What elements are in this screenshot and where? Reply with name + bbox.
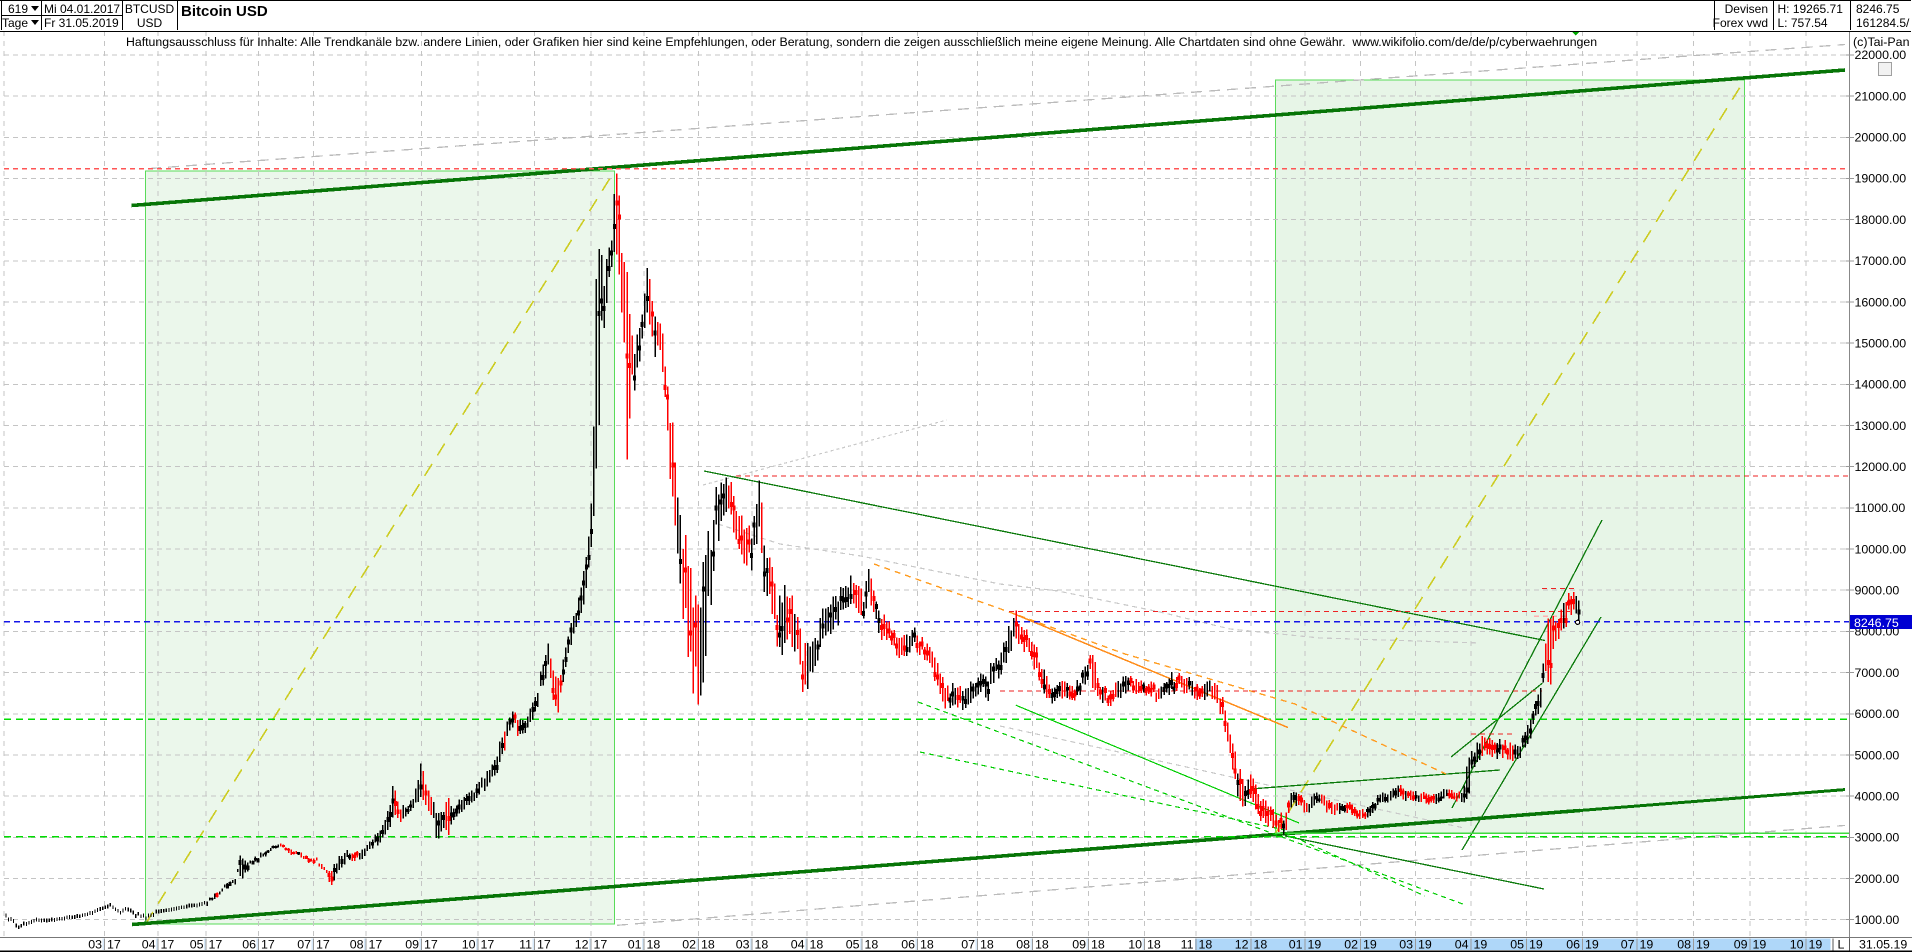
svg-text:03: 03 xyxy=(88,937,102,951)
svg-text:17: 17 xyxy=(594,937,608,951)
svg-text:03: 03 xyxy=(736,937,750,951)
svg-text:01: 01 xyxy=(628,937,642,951)
svg-text:12000.00: 12000.00 xyxy=(1855,460,1907,474)
svg-text:17: 17 xyxy=(369,937,383,951)
svg-text:17: 17 xyxy=(424,937,438,951)
svg-text:18000.00: 18000.00 xyxy=(1855,213,1907,227)
svg-text:17: 17 xyxy=(209,937,223,951)
svg-text:10000.00: 10000.00 xyxy=(1855,542,1907,556)
svg-text:06: 06 xyxy=(901,937,915,951)
svg-text:18: 18 xyxy=(701,937,715,951)
svg-text:Haftungsausschluss für Inhalte: Haftungsausschluss für Inhalte: Alle Tre… xyxy=(126,35,1597,49)
svg-text:18: 18 xyxy=(920,937,934,951)
svg-text:19: 19 xyxy=(1308,937,1322,951)
svg-text:03: 03 xyxy=(1399,937,1413,951)
svg-text:17: 17 xyxy=(481,937,495,951)
svg-text:18: 18 xyxy=(755,937,769,951)
svg-text:09: 09 xyxy=(1072,937,1086,951)
svg-text:12: 12 xyxy=(575,937,589,951)
svg-text:7000.00: 7000.00 xyxy=(1855,666,1900,680)
svg-text:19: 19 xyxy=(1474,937,1488,951)
svg-text:18: 18 xyxy=(980,937,994,951)
svg-text:(c)Tai-Pan: (c)Tai-Pan xyxy=(1853,35,1910,49)
svg-text:14000.00: 14000.00 xyxy=(1855,378,1907,392)
svg-text:09: 09 xyxy=(405,937,419,951)
svg-text:04: 04 xyxy=(1455,937,1469,951)
svg-text:10: 10 xyxy=(1128,937,1142,951)
svg-text:19: 19 xyxy=(1529,937,1543,951)
svg-text:19: 19 xyxy=(1696,937,1710,951)
svg-text:17: 17 xyxy=(107,937,121,951)
svg-text:17: 17 xyxy=(537,937,551,951)
svg-text:18: 18 xyxy=(647,937,661,951)
svg-text:08: 08 xyxy=(1677,937,1691,951)
svg-text:19: 19 xyxy=(1809,937,1823,951)
svg-text:08: 08 xyxy=(350,937,364,951)
svg-text:18: 18 xyxy=(1035,937,1049,951)
svg-text:21000.00: 21000.00 xyxy=(1855,89,1907,103)
svg-text:06: 06 xyxy=(1566,937,1580,951)
svg-text:19000.00: 19000.00 xyxy=(1855,172,1907,186)
svg-text:6000.00: 6000.00 xyxy=(1855,707,1900,721)
svg-text:18: 18 xyxy=(865,937,879,951)
svg-text:19: 19 xyxy=(1418,937,1432,951)
svg-text:15000.00: 15000.00 xyxy=(1855,337,1907,351)
svg-text:3000.00: 3000.00 xyxy=(1855,831,1900,845)
svg-text:05: 05 xyxy=(846,937,860,951)
svg-text:02: 02 xyxy=(682,937,696,951)
svg-text:11: 11 xyxy=(1181,937,1194,951)
svg-text:L: L xyxy=(1838,937,1845,951)
svg-text:13000.00: 13000.00 xyxy=(1855,419,1907,433)
svg-text:16000.00: 16000.00 xyxy=(1855,295,1907,309)
svg-text:22000.00: 22000.00 xyxy=(1855,48,1907,62)
svg-text:05: 05 xyxy=(1510,937,1524,951)
svg-text:18: 18 xyxy=(1091,937,1105,951)
svg-text:17000.00: 17000.00 xyxy=(1855,254,1907,268)
svg-text:18: 18 xyxy=(1254,937,1268,951)
svg-text:19: 19 xyxy=(1363,937,1377,951)
svg-text:06: 06 xyxy=(242,937,256,951)
svg-text:20000.00: 20000.00 xyxy=(1855,131,1907,145)
svg-text:07: 07 xyxy=(1621,937,1635,951)
svg-text:07: 07 xyxy=(961,937,975,951)
svg-text:17: 17 xyxy=(261,937,275,951)
svg-text:04: 04 xyxy=(142,937,156,951)
svg-text:02: 02 xyxy=(1344,937,1358,951)
svg-text:08: 08 xyxy=(1016,937,1030,951)
svg-text:17: 17 xyxy=(161,937,175,951)
svg-text:12: 12 xyxy=(1235,937,1249,951)
svg-text:8246.75: 8246.75 xyxy=(1854,616,1899,630)
svg-text:19: 19 xyxy=(1640,937,1654,951)
svg-text:31.05.19: 31.05.19 xyxy=(1859,937,1907,951)
svg-text:18: 18 xyxy=(810,937,824,951)
svg-text:11: 11 xyxy=(519,937,532,951)
svg-text:18: 18 xyxy=(1199,937,1213,951)
svg-text:5000.00: 5000.00 xyxy=(1855,748,1900,762)
svg-text:2000.00: 2000.00 xyxy=(1855,872,1900,886)
svg-text:10: 10 xyxy=(1790,937,1804,951)
svg-text:10: 10 xyxy=(462,937,476,951)
svg-text:17: 17 xyxy=(316,937,330,951)
svg-text:05: 05 xyxy=(190,937,204,951)
svg-text:01: 01 xyxy=(1289,937,1303,951)
svg-text:09: 09 xyxy=(1734,937,1748,951)
svg-text:4000.00: 4000.00 xyxy=(1855,789,1900,803)
svg-text:1000.00: 1000.00 xyxy=(1855,913,1900,927)
svg-text:04: 04 xyxy=(791,937,805,951)
svg-text:18: 18 xyxy=(1147,937,1161,951)
svg-text:11000.00: 11000.00 xyxy=(1855,501,1906,515)
svg-text:19: 19 xyxy=(1585,937,1599,951)
svg-text:9000.00: 9000.00 xyxy=(1855,584,1900,598)
svg-text:07: 07 xyxy=(297,937,311,951)
svg-text:19: 19 xyxy=(1753,937,1767,951)
